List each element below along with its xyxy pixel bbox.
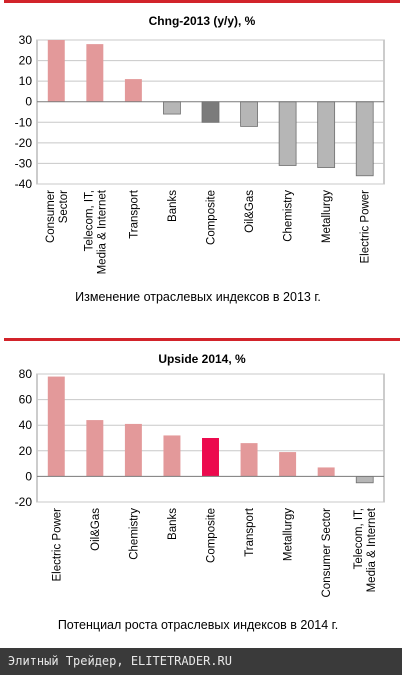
x-category-label-line: Chemistry: [283, 190, 295, 242]
x-category-label-line: Media & Internet: [366, 507, 378, 592]
x-category-label-line: Banks: [167, 190, 179, 222]
bar-oil-gas: [240, 101, 258, 127]
y-tick-label: 20: [19, 54, 33, 68]
bar-metallurgy: [279, 452, 297, 477]
x-category-label: Chemistry: [283, 190, 295, 242]
site-footer: Элитный Трейдер, ELITETRADER.RU: [0, 648, 402, 675]
x-category-label: Metallurgy: [321, 190, 333, 243]
x-category-label: Chemistry: [128, 508, 140, 560]
x-category-label-line: Telecom, IT,: [83, 190, 95, 251]
x-category-label: Composite: [206, 508, 218, 563]
bar-composite: [201, 101, 220, 123]
y-tick-label: 80: [19, 367, 33, 381]
y-tick-label: 30: [19, 33, 33, 47]
x-category-label-line: Electric Power: [51, 508, 63, 582]
chart-caption-2013: Изменение отраслевых индексов в 2013 г.: [75, 290, 321, 304]
x-category-label-line: Composite: [206, 508, 218, 563]
bar-consumer-sector: [317, 467, 335, 477]
x-category-label: Electric Power: [360, 190, 372, 264]
x-category-label: Electric Power: [51, 508, 63, 582]
chart-title: Chng-2013 (y/y), %: [149, 14, 256, 28]
y-tick-label: -10: [15, 115, 33, 129]
bar-banks: [163, 101, 181, 115]
x-category-label-line: Consumer: [45, 190, 57, 243]
x-category-label-line: Telecom, IT,: [353, 508, 365, 569]
x-category-label-line: Oil&Gas: [244, 190, 256, 233]
x-category-label: Metallurgy: [283, 508, 295, 561]
y-tick-label: 0: [25, 469, 32, 483]
x-category-label: Telecom, IT, Media & Internet: [353, 507, 378, 592]
bar-telecom-it-media-internet: [355, 475, 374, 484]
y-tick-label: 0: [25, 95, 32, 109]
y-tick-label: -40: [15, 177, 33, 191]
x-category-label-line: Metallurgy: [321, 190, 333, 243]
chart-caption-2014: Потенциал роста отраслевых индексов в 20…: [57, 618, 339, 632]
x-category-label: Oil&Gas: [244, 190, 256, 233]
bar-transport: [124, 79, 142, 102]
x-category-label-line: Chemistry: [128, 508, 140, 560]
x-category-label-line: Banks: [167, 508, 179, 540]
y-tick-label: 20: [19, 444, 33, 458]
chart-2014: Upside 2014, % 80 60 40 20 0 -20 Electric Power…: [15, 352, 385, 598]
chart-2013: Chng-2013 (y/y), % 30 20 10 0 -10 -20 -30 -40 Con…: [15, 14, 385, 274]
y-tick-label: 40: [19, 418, 33, 432]
bar-consumer-sector: [47, 40, 65, 102]
x-category-label-line: Transport: [244, 507, 256, 557]
bar-chemistry: [124, 423, 142, 477]
x-category-label-line: Sector: [58, 190, 70, 223]
x-category-label: Banks: [167, 190, 179, 222]
bar-telecom-it-media-internet: [86, 44, 104, 102]
bar-composite: [202, 438, 219, 477]
y-tick-label: 60: [19, 393, 33, 407]
x-category-label-line: Electric Power: [360, 190, 372, 264]
chart-title: Upside 2014, %: [158, 352, 246, 366]
x-category-label: Banks: [167, 508, 179, 540]
bar-electric-power: [47, 376, 65, 477]
y-tick-label: -30: [15, 156, 33, 170]
x-category-label-line: Metallurgy: [283, 508, 295, 561]
x-category-label-line: Oil&Gas: [90, 508, 102, 551]
x-category-label: Transport: [244, 507, 256, 557]
y-tick-label: -20: [15, 495, 33, 509]
accent-bar: [4, 0, 400, 3]
x-category-label: Consumer Sector: [45, 190, 70, 243]
bar-transport: [240, 443, 258, 477]
bar-metallurgy: [317, 101, 336, 168]
x-category-label: Telecom, IT, Media & Internet: [83, 189, 108, 274]
x-category-label-line: Consumer Sector: [321, 508, 333, 598]
y-tick-label: 10: [19, 74, 33, 88]
bar-oil-gas: [86, 420, 104, 477]
accent-bar: [4, 338, 400, 341]
x-category-label: Consumer Sector: [321, 508, 333, 598]
x-category-label-line: Media & Internet: [96, 189, 108, 274]
bar-chemistry: [278, 101, 297, 166]
chart-panel-2013: Chng-2013 (y/y), % 30 20 10 0 -10 -20 -30 -40 Con…: [4, 0, 400, 284]
chart-panel-2014: Upside 2014, % 80 60 40 20 0 -20 Electric Power…: [4, 338, 400, 622]
bar-banks: [163, 435, 181, 477]
bar-electric-power: [355, 101, 374, 177]
y-tick-label: -20: [15, 136, 33, 150]
x-category-label: Transport: [128, 189, 140, 239]
x-category-label: Oil&Gas: [90, 508, 102, 551]
x-category-label-line: Transport: [128, 189, 140, 239]
x-category-label-line: Composite: [206, 190, 218, 245]
x-category-label: Composite: [206, 190, 218, 245]
